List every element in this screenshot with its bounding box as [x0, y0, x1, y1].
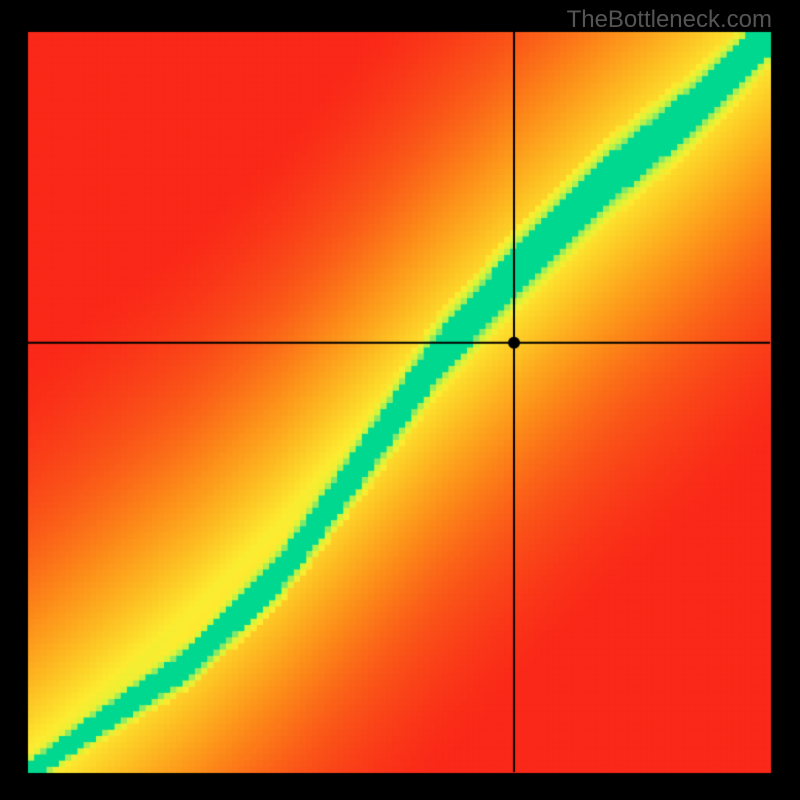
chart-container: TheBottleneck.com [0, 0, 800, 800]
watermark-text: TheBottleneck.com [567, 6, 772, 34]
heatmap-canvas [0, 0, 800, 800]
